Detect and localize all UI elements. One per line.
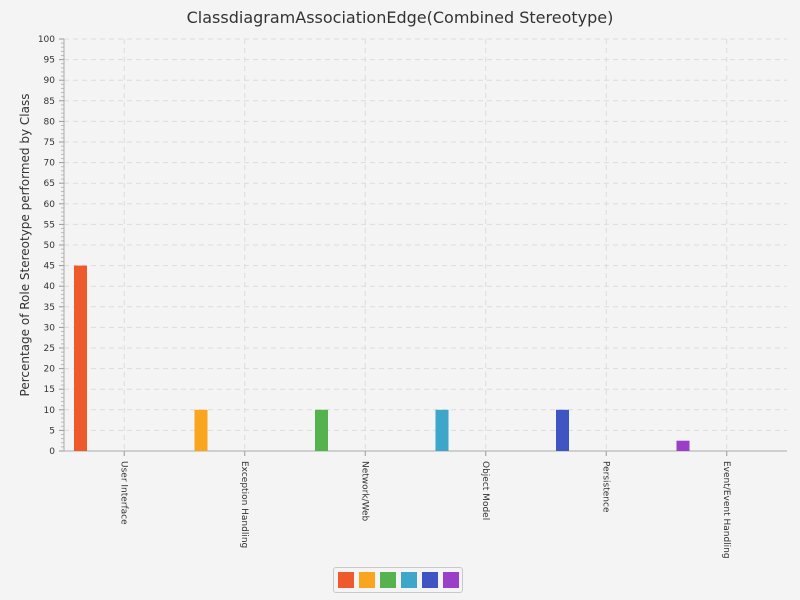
y-tick-label: 90 (44, 76, 56, 86)
y-tick-label: 95 (44, 56, 55, 66)
category-label: Persistence (600, 461, 610, 513)
y-tick-label: 85 (44, 97, 55, 107)
bar (74, 265, 87, 451)
legend-swatch (337, 572, 354, 588)
y-tick-label: 35 (44, 303, 55, 313)
y-tick-label: 70 (44, 159, 56, 169)
bar (194, 409, 208, 451)
category-label: Exception Handling (239, 461, 249, 548)
category-label: User Interface (118, 461, 128, 525)
category-label: Network/Web (359, 461, 369, 522)
y-tick-label: 100 (38, 35, 55, 45)
category-label: Event/Event Handling (721, 461, 731, 559)
y-tick-label: 80 (44, 117, 56, 127)
y-tick-label: 25 (44, 344, 55, 354)
chart-title: ClassdiagramAssociationEdge(Combined Ste… (187, 8, 614, 27)
grid (64, 38, 787, 451)
bar (435, 409, 449, 451)
category-label: Object Model (480, 461, 490, 520)
y-tick-label: 75 (44, 138, 55, 148)
y-tick-label: 45 (44, 262, 55, 272)
axes: 0 5 10 15 20 25 30 35 40 45 50 55 60 65 70 75 80 85 90 95 10… (38, 35, 787, 457)
y-tick-label: 0 (49, 447, 55, 457)
legend-swatch (442, 572, 459, 588)
bars (74, 265, 690, 451)
y-axis-label: Percentage of Role Stereotype performed … (18, 94, 32, 397)
legend (333, 567, 463, 593)
legend-swatch (379, 572, 396, 588)
y-tick-label: 5 (49, 426, 55, 436)
legend-swatch (421, 572, 438, 588)
bar (315, 409, 328, 451)
bar (676, 440, 690, 451)
legend-swatch (400, 572, 417, 588)
y-tick-label: 40 (44, 282, 56, 292)
y-tick-label: 50 (44, 241, 56, 251)
legend-swatch (358, 572, 375, 588)
y-tick-label: 65 (44, 179, 55, 189)
y-tick-label: 10 (44, 406, 56, 416)
y-tick-label: 55 (44, 220, 55, 230)
y-tick-label: 20 (44, 365, 56, 375)
y-tick-label: 60 (44, 200, 56, 210)
y-tick-label: 30 (44, 323, 56, 333)
bar (556, 409, 569, 451)
category-labels: User Interface Exception Handling Network/… (118, 461, 731, 559)
y-tick-label: 15 (44, 385, 55, 395)
